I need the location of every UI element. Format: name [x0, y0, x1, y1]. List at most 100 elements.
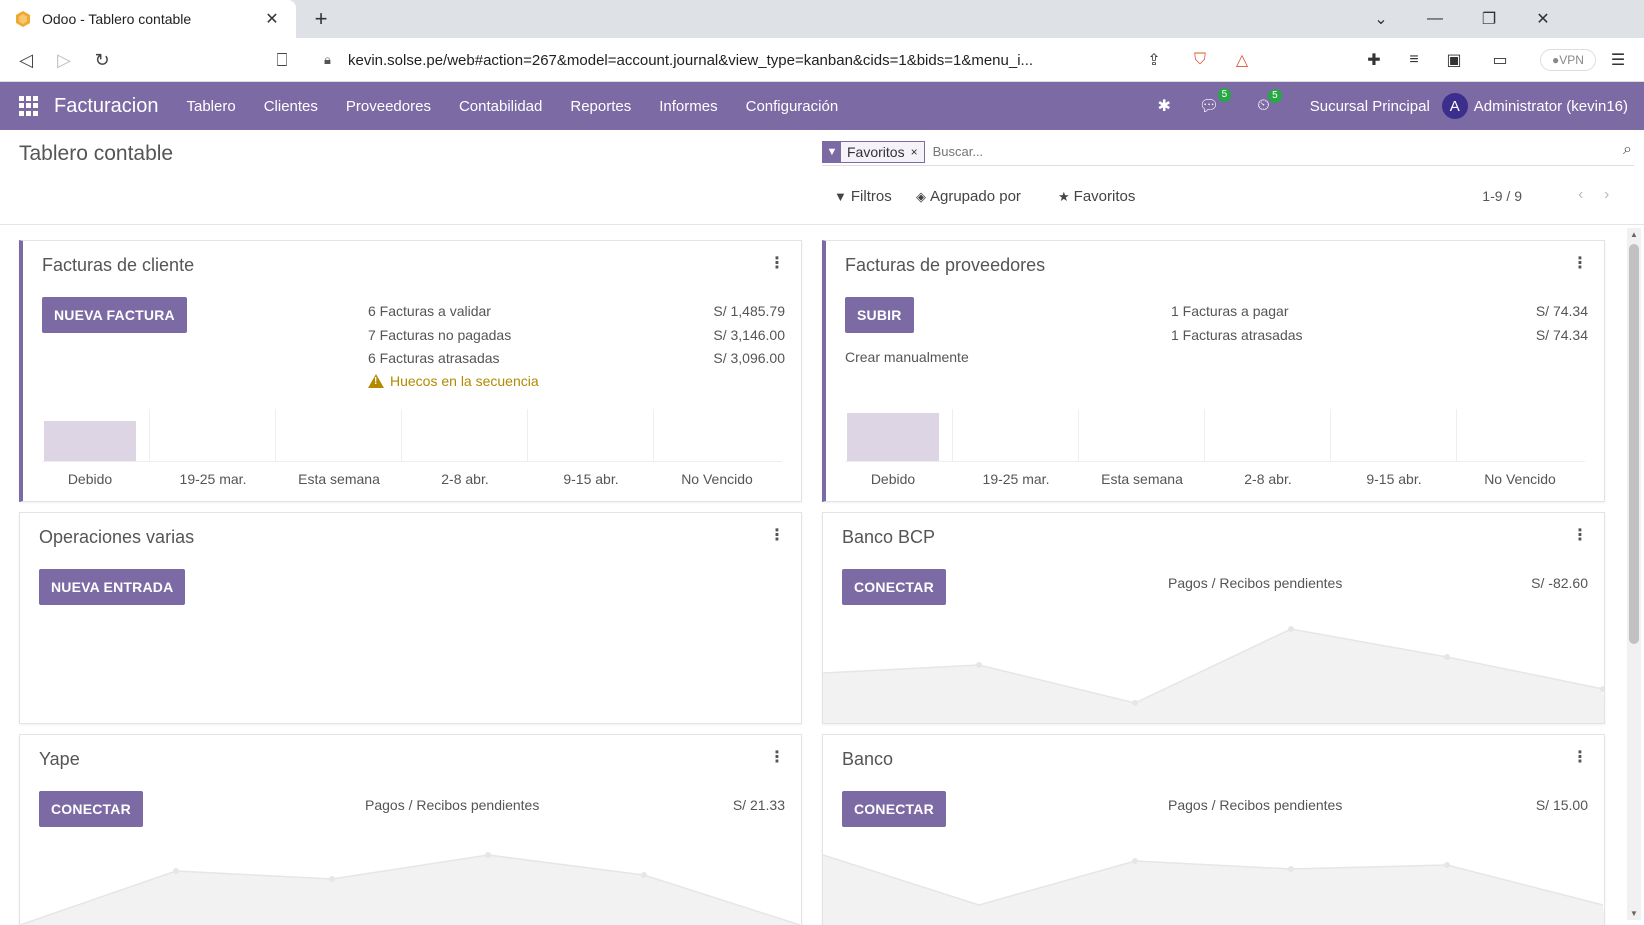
stat-late[interactable]: 6 Facturas atrasadas [368, 350, 500, 366]
chart-label: Debido [67, 471, 113, 487]
messages-icon[interactable]: 💬︎ 5 [1199, 88, 1232, 116]
filter-icon: ▼ [823, 141, 841, 162]
pending-payments-link[interactable]: Pagos / Recibos pendientes [365, 797, 540, 813]
menu-informes[interactable]: Informes [659, 97, 718, 115]
app-brand[interactable]: Facturacion [54, 94, 159, 117]
minimize-icon[interactable]: — [1427, 10, 1443, 27]
new-entry-button[interactable]: NUEVA ENTRADA [39, 569, 186, 605]
sidebar-icon[interactable]: ▣ [1446, 52, 1462, 69]
pager-value[interactable]: 1-9 / 9 [1482, 188, 1522, 204]
pager-prev-icon[interactable]: ‹ [1578, 186, 1584, 203]
restore-icon[interactable]: ❐ [1481, 11, 1497, 28]
new-invoice-button[interactable]: NUEVA FACTURA [42, 297, 187, 333]
card-bank: Banco ⋮ CONECTAR Pagos / Recibos pendien… [822, 734, 1605, 925]
menu-clientes[interactable]: Clientes [263, 97, 318, 115]
tab-list-chevron-icon[interactable]: ⌄ [1374, 11, 1388, 28]
funnel-icon: ▼ [834, 189, 847, 204]
extensions-icon[interactable]: ✚ [1367, 52, 1381, 69]
chart-column [1457, 409, 1583, 461]
reload-icon[interactable]: ↻ [94, 49, 110, 70]
activities-icon[interactable]: ⏲ 5 [1257, 89, 1282, 115]
stat-to-pay[interactable]: 1 Facturas a pagar [1171, 303, 1289, 319]
menu-proveedores[interactable]: Proveedores [345, 97, 431, 115]
browser-menu-icon[interactable]: ☰ [1610, 52, 1626, 69]
card-title[interactable]: Banco BCP [842, 527, 936, 547]
playlist-icon[interactable]: ≡ [1409, 51, 1419, 68]
stat-late-amount: S/ 74.34 [1535, 327, 1588, 343]
invoice-aging-chart: Debido 19-25 mar. Esta semana 2-8 abr. 9… [42, 409, 782, 499]
stat-unpaid[interactable]: 7 Facturas no pagadas [368, 327, 512, 343]
pager-next-icon[interactable]: › [1604, 186, 1610, 203]
url-bar[interactable]: 🔒︎ kevin.solse.pe/web#action=267&model=a… [310, 44, 1262, 76]
brave-rewards-icon[interactable]: △ [1235, 52, 1249, 69]
chart-label: Esta semana [1101, 471, 1183, 487]
favorites-label: Favoritos [1073, 188, 1136, 205]
new-tab-icon[interactable]: + [314, 6, 328, 31]
apps-menu-icon[interactable] [19, 96, 39, 116]
chart-label: 9-15 abr. [563, 471, 619, 487]
card-title[interactable]: Yape [39, 749, 80, 769]
connect-button[interactable]: CONECTAR [39, 791, 143, 827]
card-menu-icon[interactable]: ⋮ [1572, 749, 1588, 766]
search-facet[interactable]: ▼ Favoritos × [822, 140, 925, 163]
scroll-up-icon[interactable]: ▲ [1630, 230, 1638, 239]
card-menu-icon[interactable]: ⋮ [769, 527, 785, 544]
card-menu-icon[interactable]: ⋮ [769, 749, 785, 766]
card-title[interactable]: Facturas de cliente [42, 255, 195, 275]
wallet-icon[interactable]: ▭ [1492, 52, 1508, 69]
avatar[interactable]: A [1441, 93, 1468, 119]
pending-amount: S/ 21.33 [732, 797, 785, 813]
create-manually-link[interactable]: Crear manualmente [845, 349, 969, 365]
menu-contabilidad[interactable]: Contabilidad [458, 97, 543, 115]
bookmark-icon[interactable]: ⎕ [276, 49, 288, 70]
connect-button[interactable]: CONECTAR [842, 791, 946, 827]
facet-remove-icon[interactable]: × [910, 144, 918, 159]
filters-button[interactable]: ▼ Filtros [834, 188, 892, 205]
stat-late[interactable]: 1 Facturas atrasadas [1171, 327, 1303, 343]
search-input[interactable] [932, 144, 1573, 159]
card-misc-operations: Operaciones varias ⋮ NUEVA ENTRADA [19, 512, 802, 724]
chart-bar-debido[interactable] [44, 421, 136, 461]
share-icon[interactable]: ⇪ [1147, 52, 1161, 69]
page-scrollbar[interactable]: ▲ ▼ [1627, 228, 1641, 920]
upload-button[interactable]: SUBIR [845, 297, 914, 333]
menu-configuracion[interactable]: Configuración [745, 97, 839, 115]
card-title[interactable]: Operaciones varias [39, 527, 195, 547]
menu-tablero[interactable]: Tablero [186, 97, 236, 115]
card-menu-icon[interactable]: ⋮ [1572, 255, 1588, 272]
favorites-button[interactable]: ★ Favoritos [1058, 188, 1135, 205]
card-menu-icon[interactable]: ⋮ [1572, 527, 1588, 544]
scroll-thumb[interactable] [1629, 244, 1639, 644]
sequence-gap-warning[interactable]: Huecos en la secuencia [368, 373, 539, 389]
bug-icon[interactable]: ✱ [1157, 98, 1171, 115]
branch-selector[interactable]: Sucursal Principal [1309, 97, 1430, 115]
chart-bar-debido[interactable] [847, 413, 939, 461]
stat-unpaid-amount: S/ 3,146.00 [713, 327, 785, 343]
close-tab-icon[interactable]: ✕ [265, 11, 279, 28]
chart-label: No Vencido [681, 471, 753, 487]
brave-shield-icon[interactable]: ⛉ [1193, 51, 1206, 68]
browser-tab[interactable]: Odoo - Tablero contable ✕ [0, 0, 296, 38]
back-icon[interactable]: ◁ [19, 49, 33, 70]
groupby-button[interactable]: ◈ Agrupado por [916, 188, 1021, 205]
close-window-icon[interactable]: ✕ [1536, 11, 1550, 28]
chart-column [1205, 409, 1331, 461]
vpn-button[interactable]: ● VPN [1540, 49, 1596, 71]
pending-payments-link[interactable]: Pagos / Recibos pendientes [1168, 797, 1343, 813]
forward-icon[interactable]: ▷ [57, 49, 71, 70]
pending-payments-link[interactable]: Pagos / Recibos pendientes [1168, 575, 1343, 591]
card-menu-icon[interactable]: ⋮ [769, 255, 785, 272]
scroll-down-icon[interactable]: ▼ [1630, 909, 1638, 918]
page-title: Tablero contable [19, 142, 174, 165]
browser-tab-bar: Odoo - Tablero contable ✕ + ⌄ — ❐ ✕ [0, 0, 1644, 38]
connect-button[interactable]: CONECTAR [842, 569, 946, 605]
facet-label: Favoritos [847, 143, 905, 160]
stat-to-validate[interactable]: 6 Facturas a validar [368, 303, 491, 319]
search-icon[interactable]: ⌕ [1623, 141, 1632, 158]
menu-reportes[interactable]: Reportes [570, 97, 632, 115]
chart-label: 19-25 mar. [179, 471, 247, 487]
user-menu[interactable]: Administrator (kevin16) [1473, 97, 1628, 115]
chart-column [528, 409, 654, 461]
card-title[interactable]: Banco [842, 749, 894, 769]
card-title[interactable]: Facturas de proveedores [845, 255, 1046, 275]
